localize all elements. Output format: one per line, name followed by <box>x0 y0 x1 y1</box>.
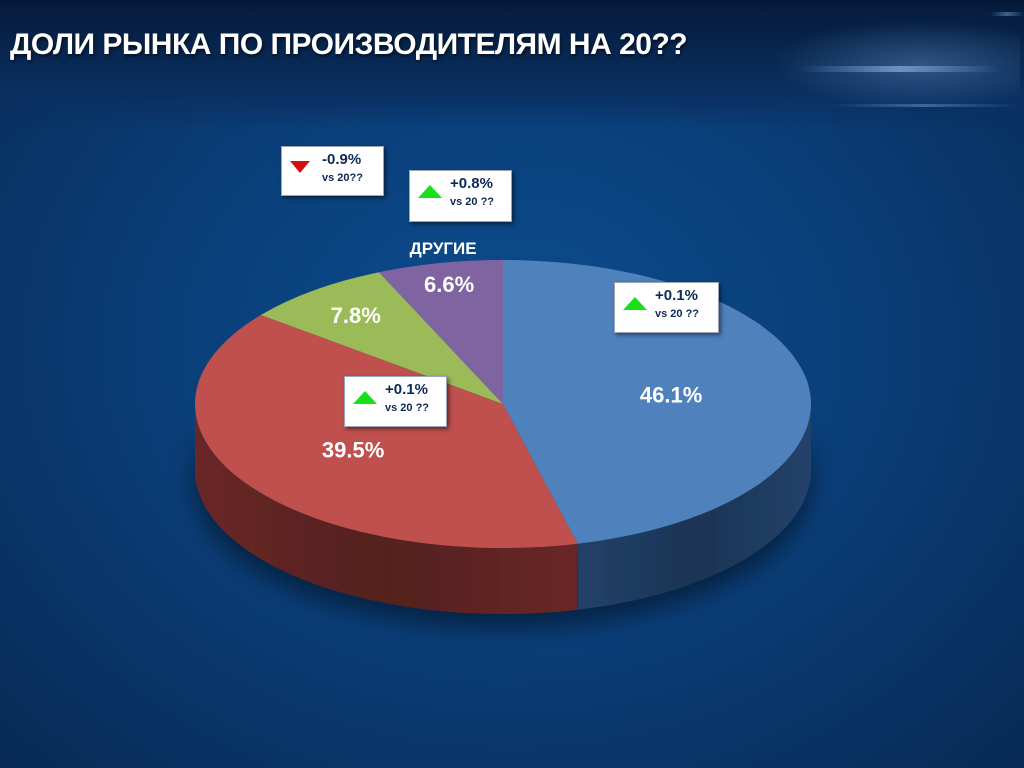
pie-value-label: 46.1% <box>640 382 702 407</box>
pie-value-label: 39.5% <box>322 437 384 462</box>
triangle-up-icon <box>623 297 647 310</box>
logo-watermark <box>770 20 1020 110</box>
pie-value-label: 7.8% <box>331 303 381 328</box>
callout-vs: vs 20?? <box>322 172 363 184</box>
pie-slice-3 <box>378 260 503 404</box>
callout-red-slice: +0.1% vs 20 ?? <box>344 376 447 427</box>
callout-blue-slice: +0.1% vs 20 ?? <box>614 282 719 333</box>
callout-change: +0.8% <box>450 175 493 192</box>
callout-vs: vs 20 ?? <box>385 402 430 414</box>
slide-title: ДОЛИ РЫНКА ПО ПРОИЗВОДИТЕЛЯМ НА 20?? <box>10 28 688 61</box>
triangle-up-icon <box>353 391 377 404</box>
pie-side-shade-1 <box>195 404 578 614</box>
callout-vs: vs 20 ?? <box>655 308 700 320</box>
pie-value-label: 6.6% <box>424 272 474 297</box>
triangle-up-icon <box>418 185 442 198</box>
pie-slice-1 <box>194 315 578 548</box>
callout-change: -0.9% <box>322 151 362 168</box>
pie-slice-0 <box>503 260 812 544</box>
callout-green-slice: +0.8% vs 20 ?? <box>409 170 512 222</box>
callout-others: -0.9% vs 20?? <box>281 146 384 196</box>
logo-stripe <box>830 104 1020 107</box>
pie-category-label: ДРУГИЕ <box>410 239 477 258</box>
pie-side-shade-0 <box>577 404 811 610</box>
logo-stripe <box>990 12 1024 16</box>
header-band <box>0 0 1024 130</box>
callout-vs: vs 20 ?? <box>450 196 495 208</box>
triangle-down-icon <box>290 161 310 173</box>
callout-change: +0.1% <box>385 381 428 398</box>
logo-stripe <box>800 66 1000 72</box>
callout-change: +0.1% <box>655 287 698 304</box>
pie-slice-2 <box>260 272 503 404</box>
